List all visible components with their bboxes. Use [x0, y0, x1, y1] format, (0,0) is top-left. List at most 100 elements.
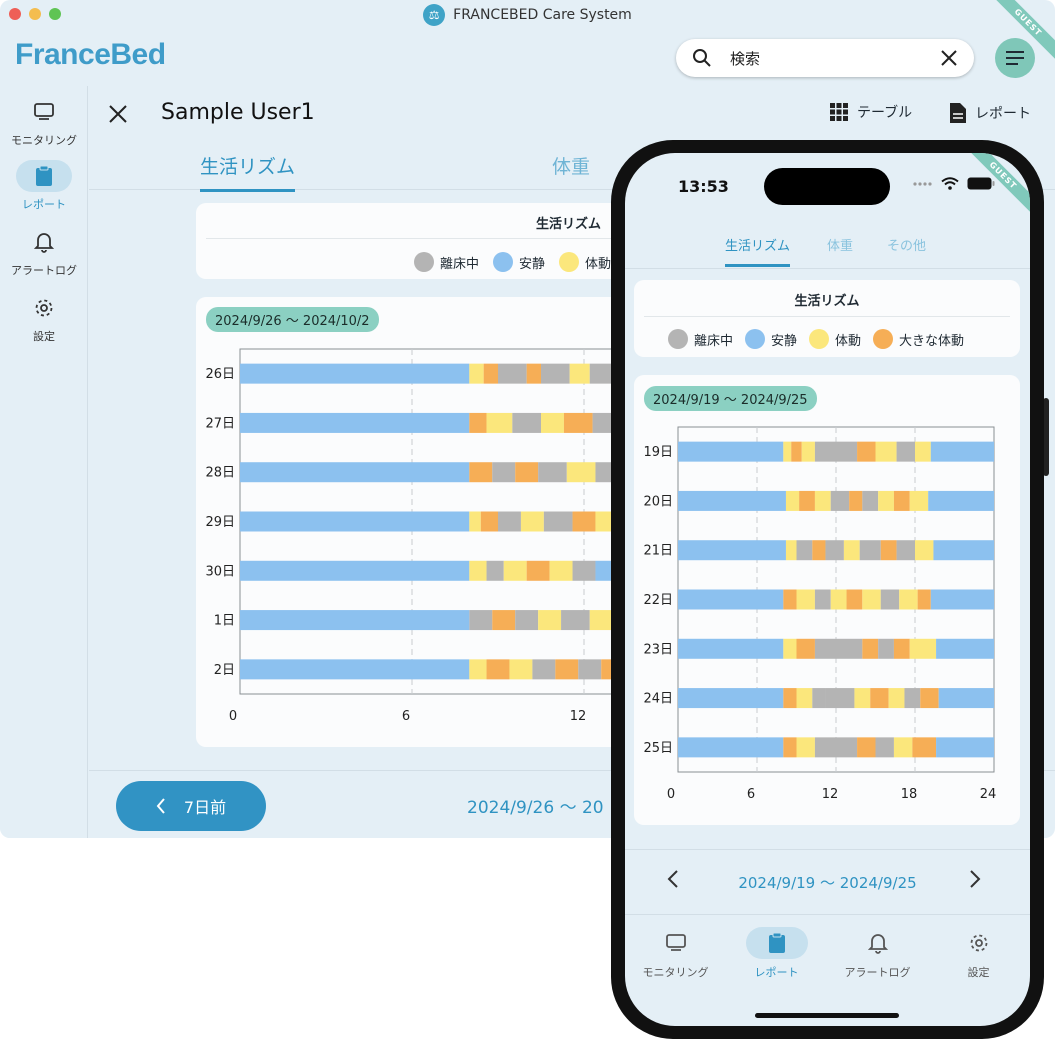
activity-segment: [541, 412, 564, 433]
window-close-button[interactable]: [9, 8, 21, 20]
guest-badge: GUEST: [960, 153, 1030, 219]
legend-label: 体動: [585, 256, 612, 272]
activity-segment: [799, 490, 815, 511]
clipboard-icon: [768, 932, 785, 953]
activity-segment: [825, 688, 855, 709]
search-bar[interactable]: 検索: [676, 39, 974, 77]
legend-item-large-movement: 大きな体動: [873, 329, 964, 349]
day-label: 20日: [643, 494, 673, 509]
chevron-right-icon[interactable]: [969, 869, 981, 889]
day-row: [240, 560, 636, 581]
activity-segment: [857, 737, 876, 758]
sidebar-item-settings[interactable]: 設定: [0, 292, 88, 344]
activity-segment: [783, 589, 797, 610]
bottom-nav-monitoring[interactable]: モニタリング: [625, 927, 726, 980]
day-label: 2日: [214, 663, 235, 678]
activity-segment: [538, 462, 567, 483]
tab-weight[interactable]: 体重: [552, 156, 591, 178]
activity-segment: [896, 441, 915, 462]
activity-segment: [888, 688, 905, 709]
activity-segment: [796, 540, 813, 561]
day-row: [240, 363, 636, 384]
prev-7-days-button[interactable]: 7日前: [116, 781, 266, 831]
activity-segment: [783, 638, 797, 659]
day-label: 19日: [643, 445, 673, 460]
activity-segment: [240, 462, 470, 483]
activity-segment: [240, 610, 470, 631]
activity-segment: [678, 441, 784, 462]
activity-segment: [589, 610, 613, 631]
activity-segment: [862, 589, 881, 610]
close-icon[interactable]: [107, 103, 129, 125]
activity-segment: [936, 737, 994, 758]
cellular-dots-icon: [913, 181, 932, 186]
x-tick-label: 12: [822, 787, 839, 802]
chevron-left-icon[interactable]: [667, 869, 679, 889]
sidebar-item-monitoring[interactable]: モニタリング: [0, 96, 88, 148]
activity-segment: [486, 659, 510, 680]
tab-life-rhythm[interactable]: 生活リズム: [200, 152, 296, 192]
home-indicator: [755, 1013, 899, 1018]
week-navigator: 2024/9/19 〜 2024/9/25: [625, 849, 1030, 915]
activity-segment: [875, 737, 894, 758]
day-row: [240, 610, 636, 631]
x-tick-label: 6: [402, 709, 410, 724]
sidebar-item-alert-log[interactable]: アラートログ: [0, 226, 88, 278]
window-maximize-button[interactable]: [49, 8, 61, 20]
x-tick-label: 24: [980, 787, 997, 802]
activity-segment: [928, 490, 994, 511]
legend-swatch: [668, 329, 688, 349]
activity-segment: [893, 490, 910, 511]
activity-segment: [933, 540, 994, 561]
activity-segment: [783, 688, 797, 709]
activity-segment: [515, 462, 539, 483]
activity-segment: [896, 540, 915, 561]
menu-button[interactable]: [995, 38, 1035, 78]
activity-segment: [240, 560, 470, 581]
tab-other[interactable]: その他: [887, 239, 927, 254]
window-minimize-button[interactable]: [29, 8, 41, 20]
activity-segment: [589, 363, 613, 384]
gear-icon: [970, 934, 987, 952]
activity-segment: [859, 540, 881, 561]
activity-segment: [880, 540, 897, 561]
day-label: 1日: [214, 614, 235, 629]
activity-segment: [578, 659, 602, 680]
day-row: [678, 688, 994, 709]
legend-swatch: [745, 329, 766, 349]
window-title-group: ⚖ FRANCEBED Care System: [423, 4, 632, 26]
legend-card: 生活リズム 離床中 安静 体動 大きな体動: [634, 280, 1020, 357]
menu-icon: [1006, 51, 1024, 65]
bottom-nav-settings[interactable]: 設定: [928, 927, 1029, 980]
day-row: [678, 589, 994, 610]
activity-segment: [486, 412, 513, 433]
bottom-nav-alert-log[interactable]: アラートログ: [827, 927, 928, 980]
x-tick-label: 18: [901, 787, 918, 802]
activity-segment: [801, 441, 815, 462]
activity-segment: [783, 737, 797, 758]
activity-segment: [936, 638, 994, 659]
grid-icon: [830, 103, 848, 121]
activity-segment: [878, 490, 894, 511]
bell-icon: [34, 233, 54, 253]
legend: 離床中 安静 体動: [414, 252, 611, 272]
user-name: Sample User1: [161, 100, 315, 125]
report-button[interactable]: レポート: [949, 102, 1031, 124]
prev-7-days-label: 7日前: [183, 798, 227, 817]
bottom-nav-report[interactable]: レポート: [726, 927, 827, 980]
table-button[interactable]: テーブル: [829, 102, 912, 122]
app-bed-icon: ⚖: [423, 4, 446, 26]
activity-segment: [480, 511, 498, 532]
activity-segment: [486, 560, 504, 581]
clear-search-icon[interactable]: [940, 49, 958, 67]
sidebar-item-report[interactable]: レポート: [0, 160, 88, 212]
phone-screen: 13:53 GUEST 生活リズム 体重 その他 生活リズム 離床中 安静 体動…: [625, 153, 1030, 1026]
activity-segment: [563, 412, 593, 433]
day-label: 25日: [643, 741, 673, 756]
tab-life-rhythm[interactable]: 生活リズム: [725, 235, 791, 267]
search-input[interactable]: 検索: [730, 49, 761, 68]
bottom-nav-label: 設定: [967, 966, 990, 979]
activity-segment: [812, 540, 826, 561]
activity-segment: [915, 540, 934, 561]
tab-weight[interactable]: 体重: [827, 239, 854, 254]
